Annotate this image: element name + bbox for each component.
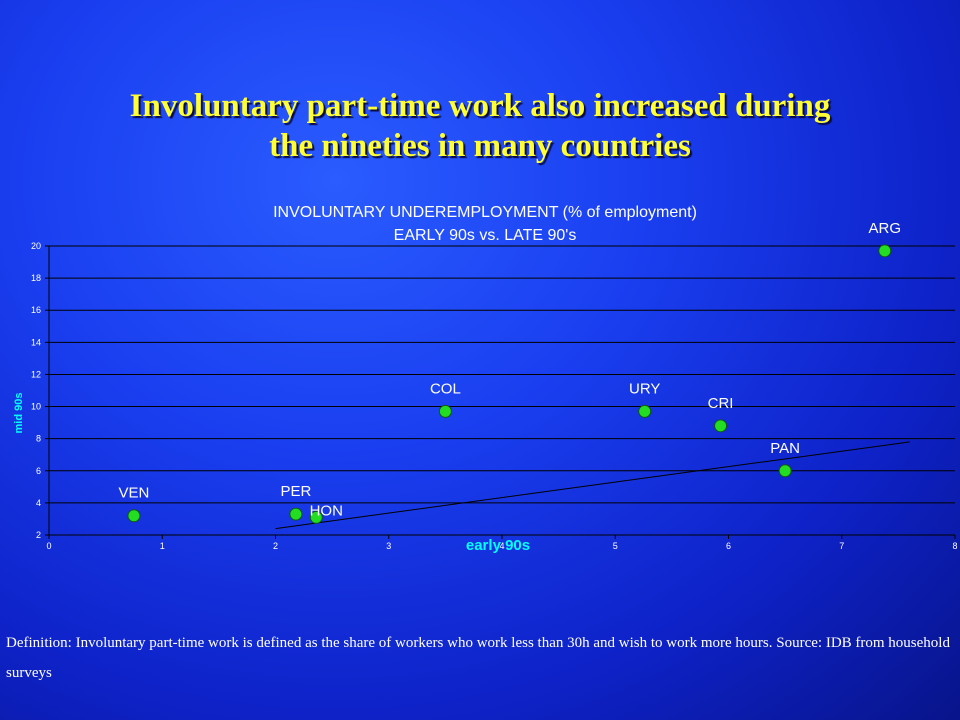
point-label-per: PER <box>280 483 311 500</box>
y-tick-label-16: 16 <box>31 305 41 315</box>
y-tick-label-6: 6 <box>36 466 41 476</box>
point-arg <box>878 244 892 258</box>
y-tick-label-8: 8 <box>36 434 41 444</box>
point-label-ven: VEN <box>119 485 150 502</box>
y-tick-label-4: 4 <box>36 498 41 508</box>
trendline-group <box>275 441 910 530</box>
point-ven <box>127 509 141 523</box>
y-tick-label-10: 10 <box>31 402 41 412</box>
point-label-hon: HON <box>310 502 343 519</box>
chart-subtitle: EARLY 90s vs. LATE 90's <box>394 227 577 244</box>
y-tick-label-18: 18 <box>31 273 41 283</box>
chart-title: INVOLUNTARY UNDEREMPLOYMENT (% of employ… <box>273 204 697 221</box>
y-axis-title: mid 90s <box>13 393 25 434</box>
x-tick-label-4: 4 <box>499 541 504 551</box>
trendline <box>275 441 910 530</box>
y-tick-label-20: 20 <box>31 241 41 251</box>
x-tick-label-3: 3 <box>386 541 391 551</box>
y-tick-label-14: 14 <box>31 337 41 347</box>
point-label-cri: CRI <box>708 395 734 412</box>
point-cri <box>714 419 728 433</box>
slide-title-line-2: the nineties in many countries <box>269 128 691 164</box>
point-label-arg: ARG <box>869 220 902 237</box>
x-tick-label-5: 5 <box>613 541 618 551</box>
slide-title-line-1: Involuntary part-time work also increase… <box>129 88 831 124</box>
y-tick-label-2: 2 <box>36 530 41 540</box>
slide-title: Involuntary part-time work also increase… <box>0 86 960 166</box>
x-tick-label-2: 2 <box>273 541 278 551</box>
point-label-ury: URY <box>629 380 660 397</box>
x-tick-label-1: 1 <box>160 541 165 551</box>
x-tick-label-6: 6 <box>726 541 731 551</box>
axes <box>48 246 955 536</box>
y-tick-label-12: 12 <box>31 369 41 379</box>
x-tick-label-8: 8 <box>952 541 957 551</box>
definition-text: Definition: Involuntary part-time work i… <box>6 635 950 681</box>
x-tick-label-0: 0 <box>46 541 51 551</box>
point-hon <box>309 510 323 524</box>
point-per <box>289 507 303 521</box>
point-col <box>438 404 452 418</box>
data-points: VEN PER HON COL URY CRI PAN ARG <box>119 220 902 524</box>
scatter-chart: INVOLUNTARY UNDEREMPLOYMENT (% of employ… <box>13 204 958 554</box>
x-tick-label-7: 7 <box>839 541 844 551</box>
point-label-col: COL <box>430 380 461 397</box>
point-label-pan: PAN <box>770 440 800 457</box>
x-axis-title: early 90s <box>466 537 530 554</box>
grid-lines <box>49 245 955 504</box>
point-pan <box>778 464 792 478</box>
point-ury <box>638 404 652 418</box>
